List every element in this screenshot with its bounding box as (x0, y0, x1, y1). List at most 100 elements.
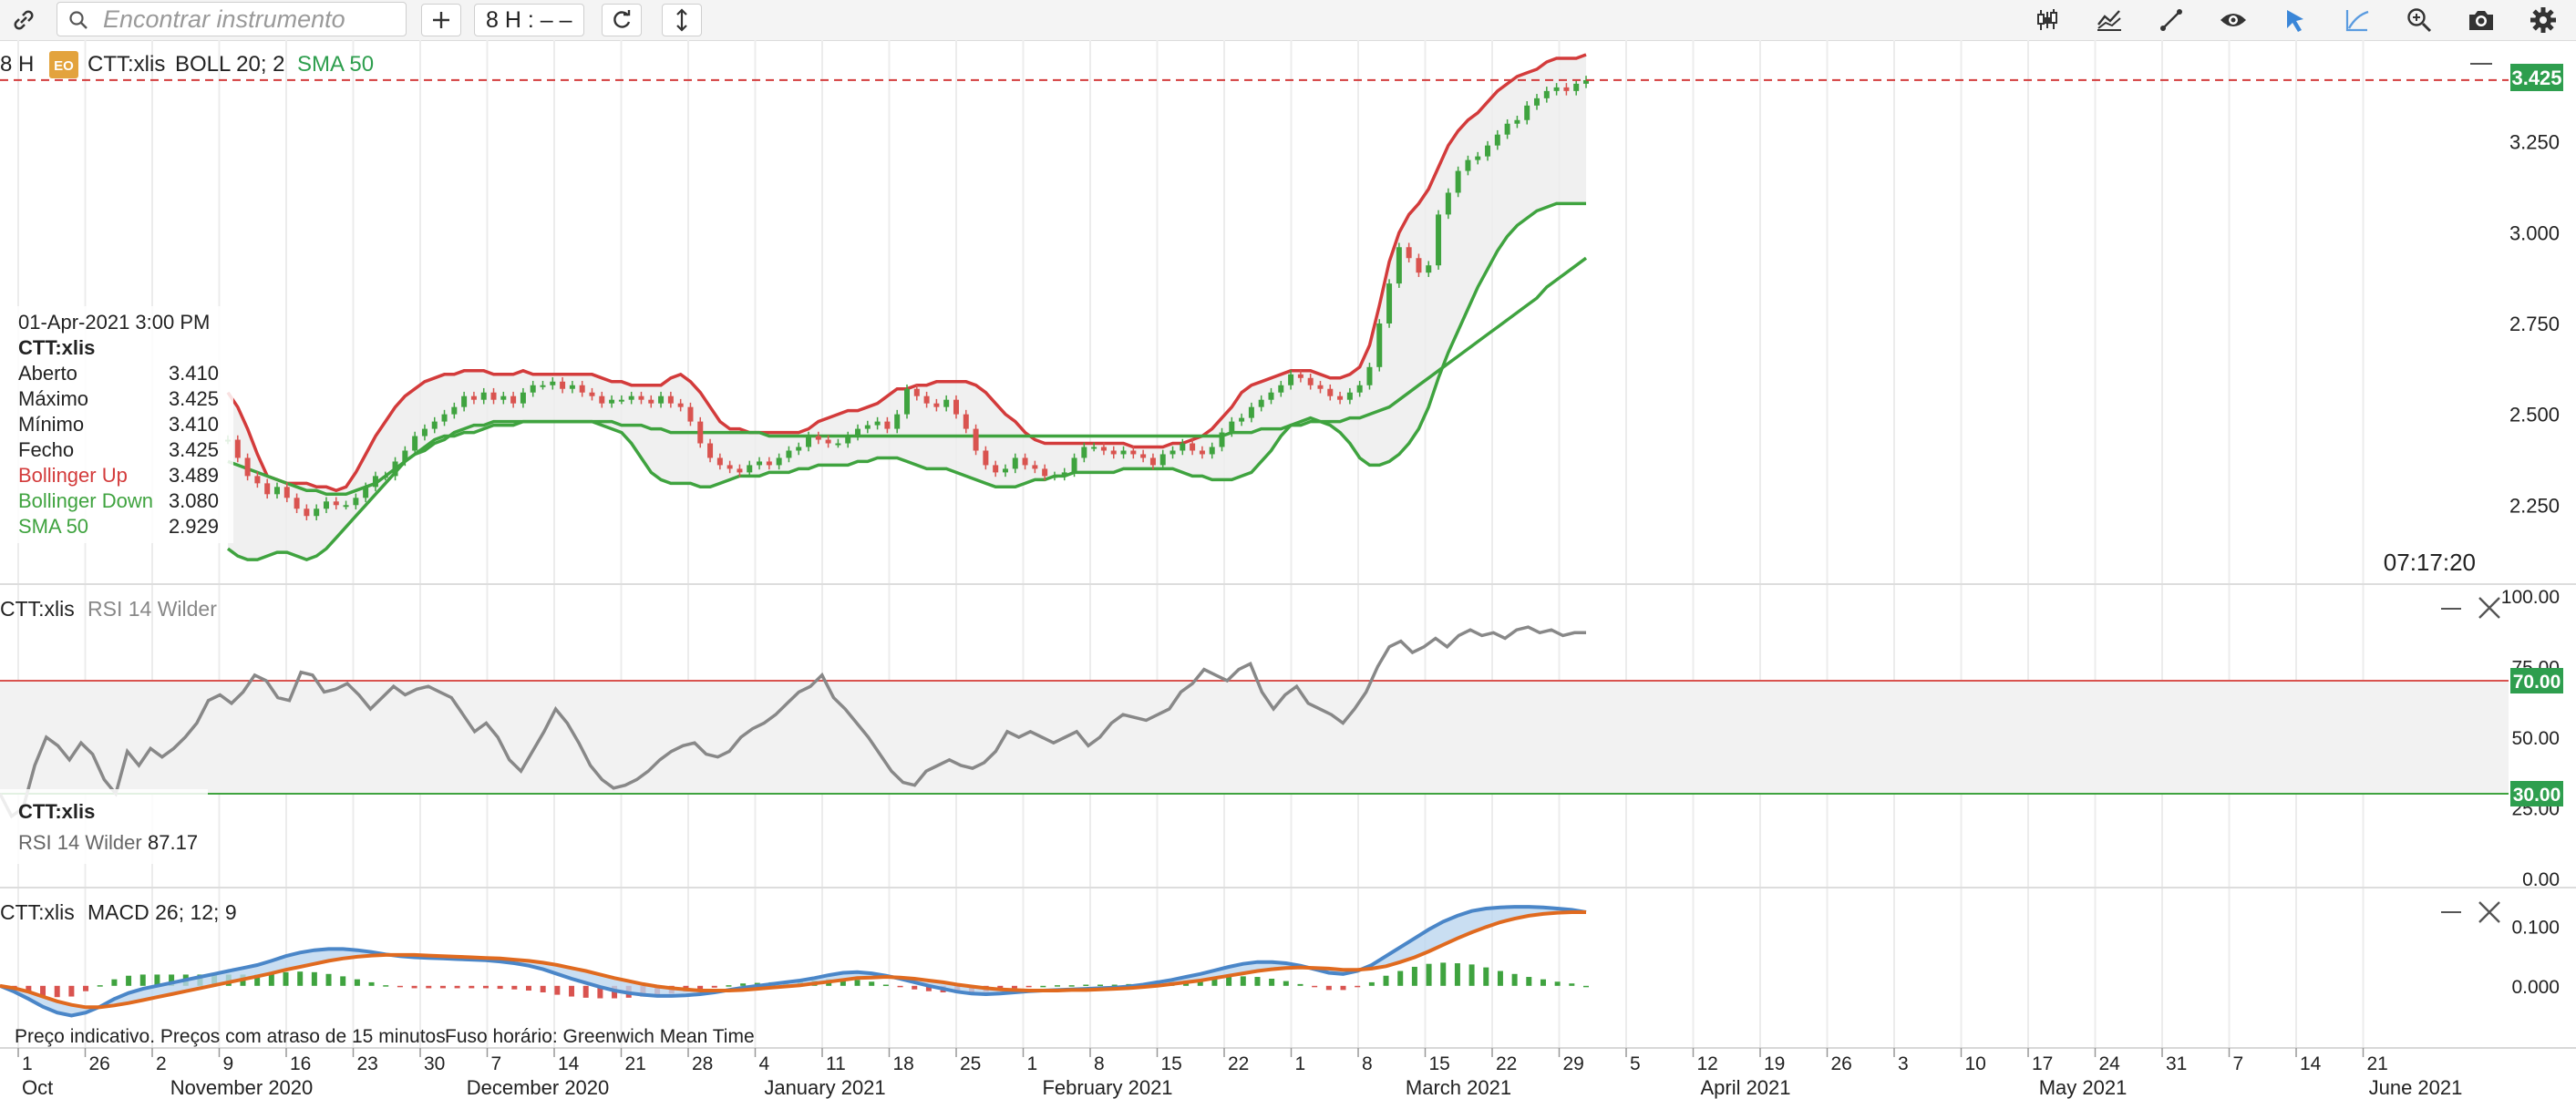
tooltip-row: Bollinger Up 3.489 (18, 463, 219, 488)
candle-body (1042, 468, 1048, 477)
month-label: November 2020 (170, 1076, 314, 1099)
macd-histogram (0, 962, 1589, 999)
candle-body (589, 392, 595, 396)
macd-hist-bar (1526, 977, 1532, 986)
day-tick-label: 9 (223, 1053, 234, 1074)
zoom-icon[interactable] (2399, 4, 2439, 36)
search-box[interactable] (57, 2, 407, 36)
macd-hist-bar (354, 979, 360, 986)
candle-body (1239, 417, 1245, 422)
gear-icon[interactable] (2523, 4, 2563, 36)
candle-body (1485, 145, 1491, 157)
day-tick-label: 11 (826, 1053, 846, 1074)
day-tick-label: 15 (1161, 1053, 1182, 1074)
candle-body (1514, 119, 1520, 124)
tooltip-row-value: 2.929 (168, 515, 219, 538)
candle-body (1376, 323, 1383, 367)
candle-body (776, 457, 782, 466)
candle-body (1278, 385, 1284, 393)
macd-hist-bar (268, 973, 274, 986)
vertical-arrows-icon (676, 8, 687, 32)
candle-body (1051, 476, 1057, 478)
price-tick-label: 2.500 (2509, 404, 2560, 426)
eye-icon[interactable] (2213, 4, 2253, 36)
tooltip-row-label: Aberto (18, 362, 77, 385)
search-input[interactable] (101, 5, 397, 33)
macd-hist-bar (554, 985, 561, 995)
macd-hist-bar (540, 985, 546, 992)
day-tick-label: 1 (1295, 1053, 1306, 1074)
macd-hist-bar (397, 985, 403, 988)
month-label: April 2021 (1700, 1076, 1790, 1099)
day-tick-label: 2 (156, 1053, 167, 1074)
cursor-icon[interactable] (2275, 4, 2315, 36)
plus-icon (433, 12, 449, 28)
macd-hist-bar (897, 985, 903, 988)
candle-body (1149, 457, 1156, 466)
interval-selector[interactable]: 8 H : – – (474, 4, 584, 36)
candle-body (648, 399, 654, 404)
candle-body (431, 421, 438, 429)
candlestick-icon[interactable] (2027, 4, 2067, 36)
candle-body (1209, 447, 1215, 455)
tooltip-row: Aberto 3.410 (18, 361, 219, 386)
time-axis: 1 26 2 9 16 23 30 7 14 21 28 4 11 18 25 1 8 15 22 1 8 15 22 29 5… (0, 1047, 2576, 1099)
candle-body (667, 395, 674, 404)
candle-body (1297, 374, 1303, 378)
candle-body (520, 392, 526, 404)
indicator-icon[interactable] (2089, 4, 2129, 36)
rsi-tick-label: 0.00 (2522, 869, 2560, 890)
candle-body (1563, 87, 1570, 91)
macd-title-indicator: MACD 26; 12; 9 (88, 900, 237, 924)
macd-tick-label: 0.100 (2511, 918, 2560, 939)
macd-hist-bar (1226, 977, 1232, 986)
vertical-arrows-button[interactable] (662, 4, 702, 36)
link-icon[interactable] (4, 4, 44, 36)
macd-hist-bar (1468, 964, 1475, 986)
candle-body (628, 395, 634, 400)
candle-body (1159, 454, 1166, 466)
macd-hist-bar (1111, 984, 1118, 987)
curve-icon[interactable] (2337, 4, 2377, 36)
tooltip-row-label: Fecho (18, 438, 75, 461)
sma-label: SMA 50 (297, 52, 374, 77)
month-label: Oct (22, 1076, 53, 1099)
macd-hist-bar (1411, 966, 1417, 986)
candle-body (599, 395, 605, 404)
refresh-button[interactable] (602, 4, 642, 36)
macd-hist-bar (325, 973, 332, 986)
tooltip-row-value: 3.080 (168, 489, 219, 512)
candle-body (412, 436, 418, 451)
day-tick-label: 21 (2367, 1053, 2388, 1074)
candle-body (726, 465, 733, 469)
macd-hist-bar (1312, 985, 1318, 988)
macd-hist-bar (854, 980, 860, 986)
rsi-close-icon[interactable] (2478, 597, 2500, 619)
tooltip-row-label: Mínimo (18, 413, 85, 436)
macd-hist-bar (311, 971, 317, 986)
tooltip-instrument: CTT:xlis (18, 336, 96, 359)
macd-hist-bar (482, 985, 489, 989)
tooltip-row-label: Bollinger Up (18, 464, 128, 487)
rsi-title-indicator: RSI 14 Wilder (88, 597, 217, 621)
day-tick-label: 29 (1563, 1053, 1584, 1074)
day-tick-label: 28 (692, 1053, 713, 1074)
macd-close-icon[interactable] (2478, 901, 2500, 923)
draw-line-icon[interactable] (2151, 4, 2191, 36)
candle-body (913, 388, 920, 396)
candle-body (1346, 392, 1353, 400)
day-tick-label: 23 (357, 1053, 378, 1074)
timezone-notice: Fuso horário: Greenwich Mean Time (445, 1026, 755, 1047)
day-tick-label: 8 (1094, 1053, 1105, 1074)
price-tick-label: 3.250 (2509, 131, 2560, 154)
rsi-band (0, 681, 2509, 794)
camera-icon[interactable] (2461, 4, 2501, 36)
day-tick-label: 31 (2166, 1053, 2187, 1074)
day-tick-label: 21 (625, 1053, 646, 1074)
interval-label: 8 H (0, 52, 34, 77)
rsi-legend-instrument: CTT:xlis (18, 800, 95, 823)
add-button[interactable] (421, 4, 461, 36)
chart-area[interactable]: 3.250 3.000 2.750 2.500 2.250 3.425 07:17:20… (0, 40, 2576, 1099)
macd-hist-bar (1454, 963, 1460, 986)
candle-body (1396, 247, 1402, 284)
